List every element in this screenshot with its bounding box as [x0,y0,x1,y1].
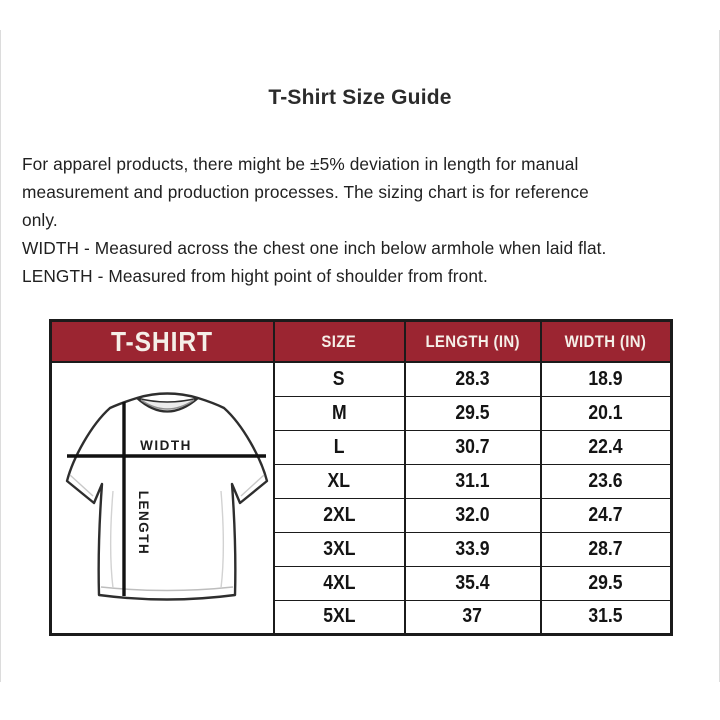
collar-rib-seam [140,399,195,410]
table-row: 2XL 32.0 24.7 [51,497,673,533]
column-header-length: LENGTH (IN) [403,319,542,363]
column-header-size: SIZE [272,319,406,363]
intro-paragraph: For apparel products, there might be ±5%… [22,150,702,290]
tshirt-outline [65,392,268,601]
width-cell: 20.1 [539,395,673,431]
size-cell: 3XL [272,531,406,567]
table-row: M 29.5 20.1 [51,395,673,431]
length-cell: 37 [403,599,542,636]
table-row: WIDTH LENGTH S 28.3 18.9 [49,361,673,636]
size-cell: L [272,429,406,465]
table-row: 4XL 35.4 29.5 [51,565,673,601]
intro-line: measurement and production processes. Th… [22,182,589,202]
size-cell: 4XL [272,565,406,601]
width-cell: 29.5 [539,565,673,601]
width-cell: 22.4 [539,429,673,465]
width-label: WIDTH [140,438,192,453]
page-title: T-Shirt Size Guide [268,86,452,109]
length-cell: 29.5 [403,395,542,431]
width-cell: 28.7 [539,531,673,567]
size-chart: T-SHIRT SIZE LENGTH (IN) WIDTH (IN) [49,319,673,636]
size-cell: XL [272,463,406,499]
length-cell: 28.3 [403,361,542,397]
table-row: 5XL 37 31.5 [51,599,673,636]
right-sleeve-seam [240,474,265,497]
intro-line: For apparel products, there might be ±5%… [22,154,579,174]
width-cell: 18.9 [539,361,673,397]
length-cell: 33.9 [403,531,542,567]
table-row: 3XL 33.9 28.7 [51,531,673,567]
column-header-width: WIDTH (IN) [539,319,673,363]
product-header-cell: T-SHIRT [49,319,275,363]
table-header-row: T-SHIRT SIZE LENGTH (IN) WIDTH (IN) [49,319,673,363]
length-cell: 35.4 [403,565,542,601]
collar-front-rib [136,397,199,413]
width-cell: 23.6 [539,463,673,499]
left-fold-line [109,490,114,589]
left-sleeve-seam [69,474,94,497]
width-definition: WIDTH - Measured across the chest one in… [22,238,607,258]
tshirt-illustration-cell: WIDTH LENGTH [49,361,275,636]
length-cell: 30.7 [403,429,542,465]
size-cell: S [272,361,406,397]
hem-seam [100,586,233,592]
right-fold-line [220,490,224,589]
length-cell: 32.0 [403,497,542,533]
size-table: T-SHIRT SIZE LENGTH (IN) WIDTH (IN) [49,319,673,636]
length-label: LENGTH [136,491,151,556]
size-cell: 2XL [272,497,406,533]
collar-back-line [136,397,198,403]
width-cell: 31.5 [539,599,673,636]
length-definition: LENGTH - Measured from hight point of sh… [22,266,488,286]
size-cell: 5XL [272,599,406,636]
intro-line: only. [22,210,58,230]
length-cell: 31.1 [403,463,542,499]
size-cell: M [272,395,406,431]
width-cell: 24.7 [539,497,673,533]
table-row: XL 31.1 23.6 [51,463,673,499]
tshirt-illustration: WIDTH LENGTH [65,392,268,601]
